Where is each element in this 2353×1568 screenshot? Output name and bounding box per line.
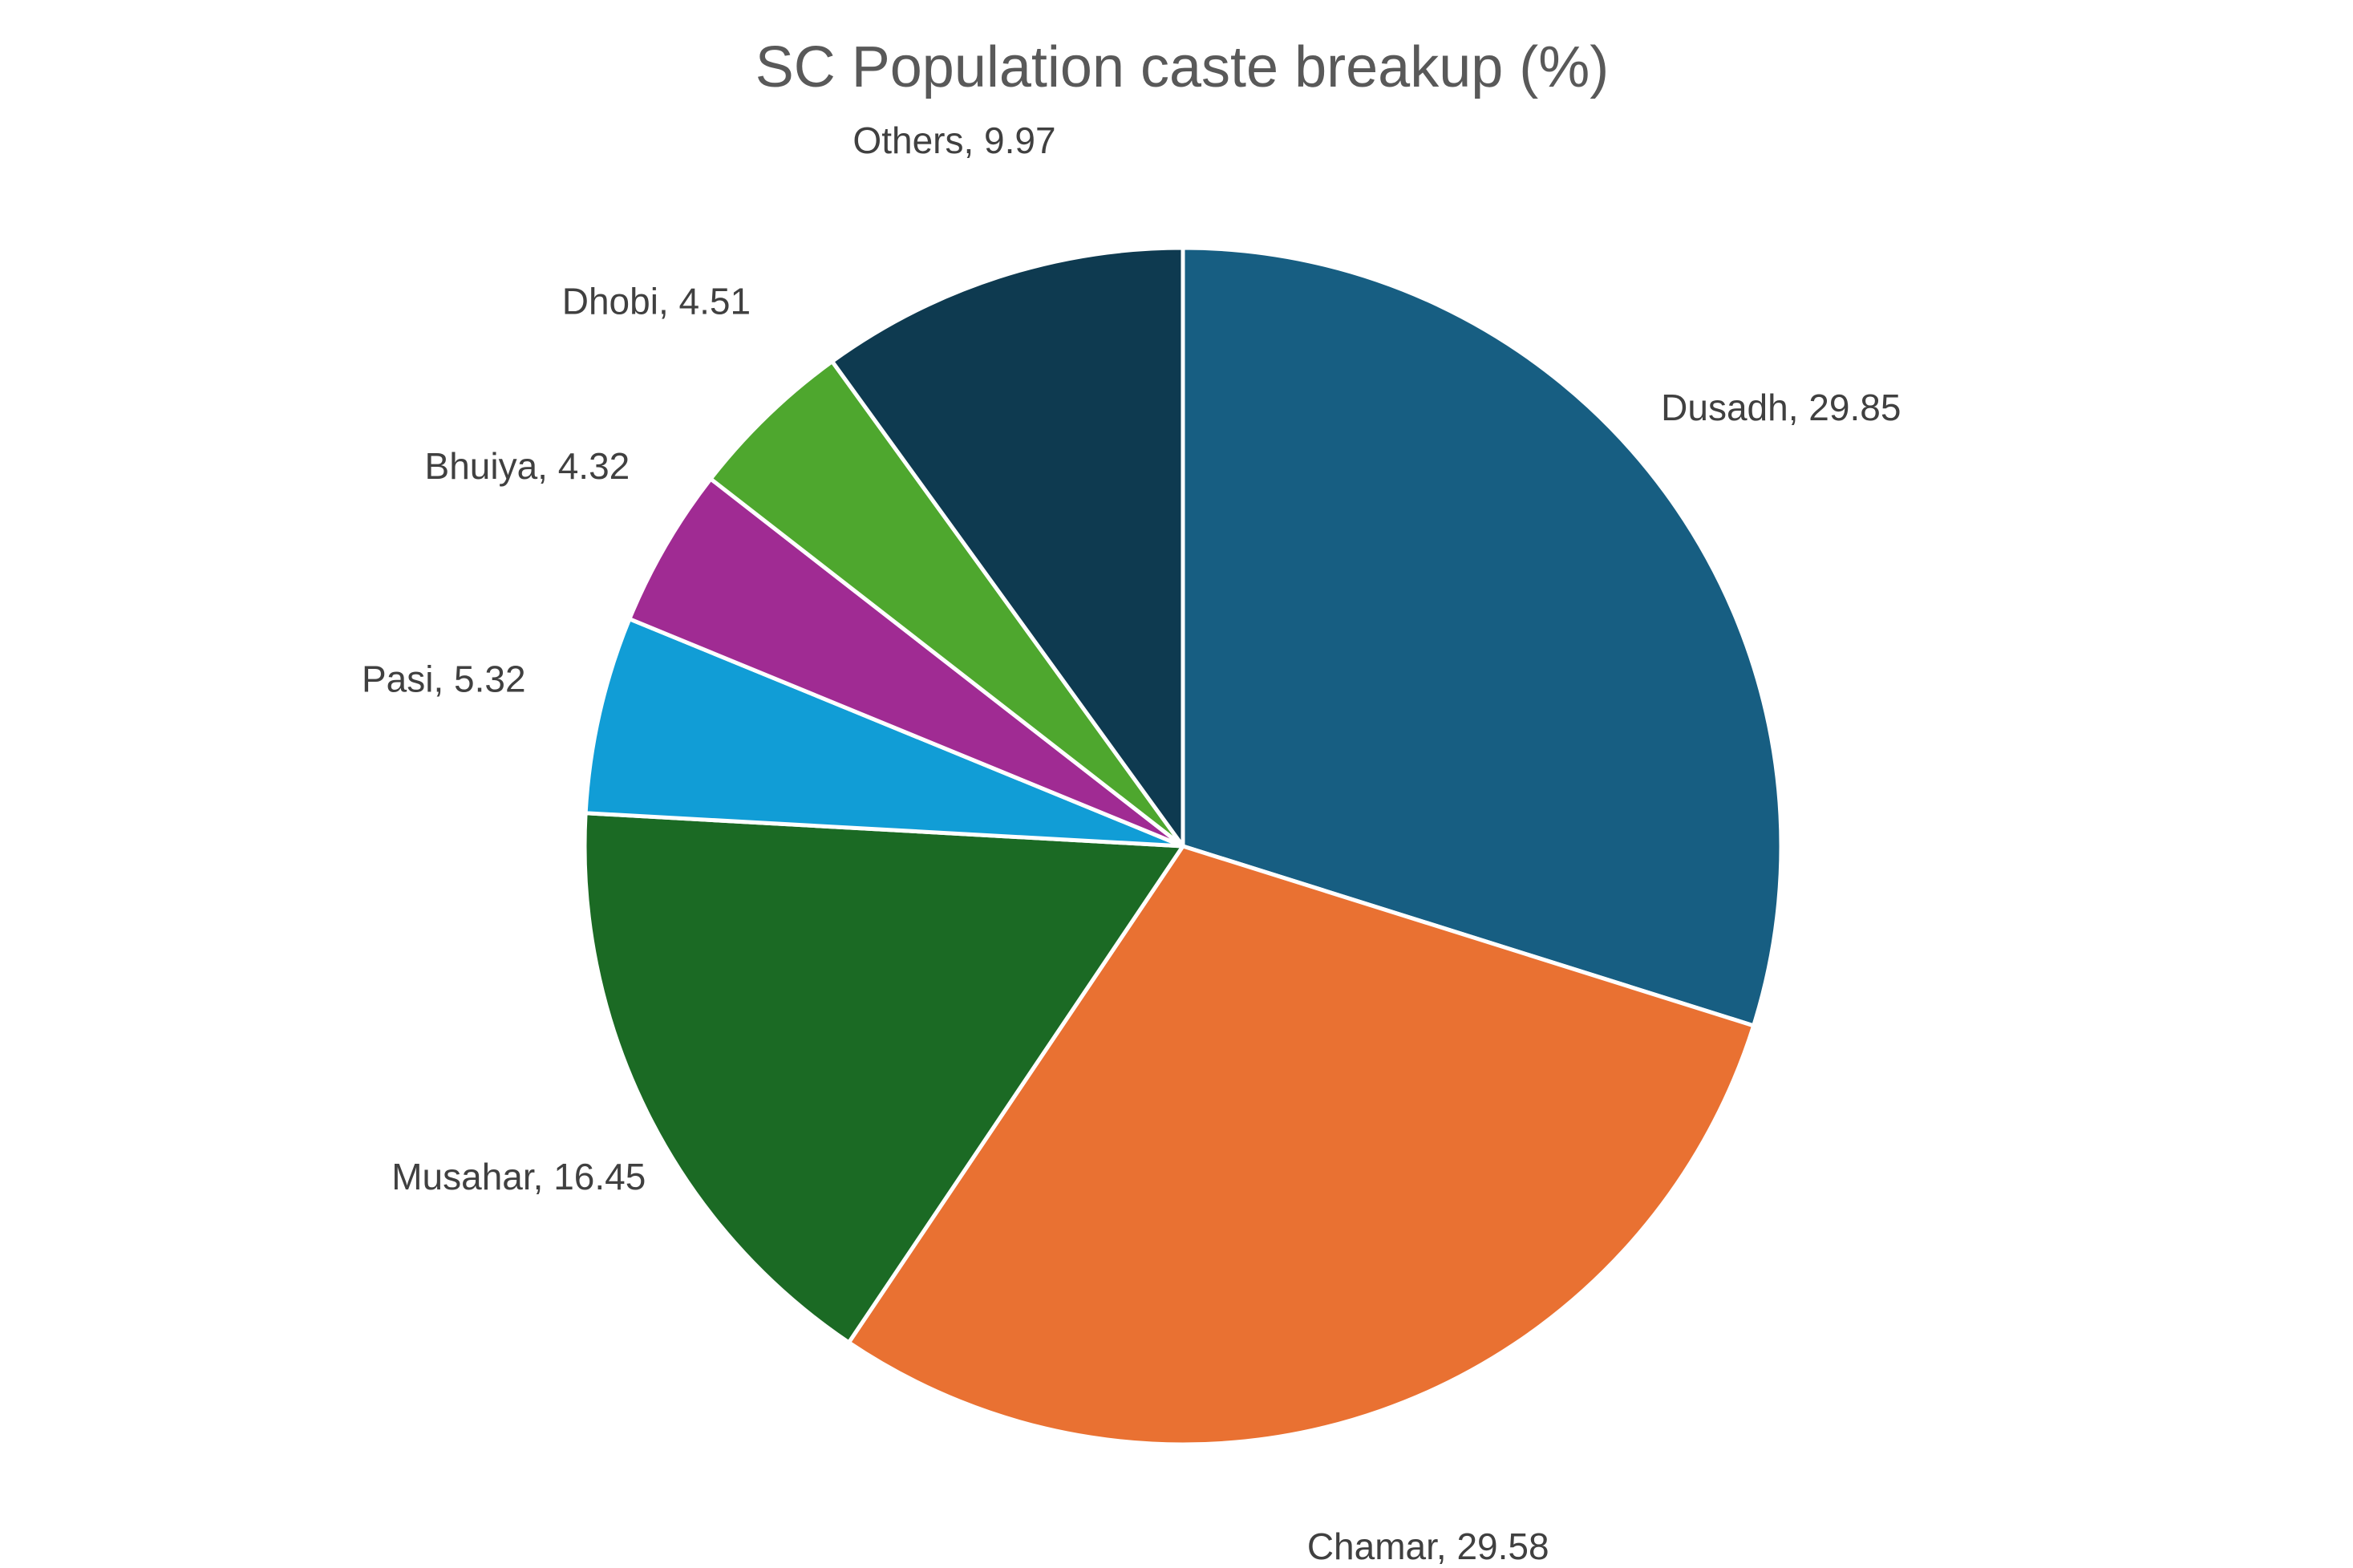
pie-slice-dusadh	[1181, 245, 1784, 1028]
pie-slice-others	[830, 245, 1185, 849]
data-label-musahar: Musahar, 16.45	[391, 1156, 646, 1197]
pie-slice-chamar	[846, 844, 1756, 1447]
data-label-others: Others, 9.97	[853, 120, 1055, 161]
data-label-dhobi: Dhobi, 4.51	[562, 280, 751, 322]
data-label-bhuiya: Bhuiya, 4.32	[425, 445, 630, 487]
pie-slice-bhuiya	[627, 476, 1185, 849]
pie-labels: Dusadh, 29.85 Chamar, 29.58 Musahar, 16.45…	[362, 120, 1901, 1567]
data-label-chamar: Chamar, 29.58	[1307, 1525, 1549, 1567]
pie-slices	[582, 245, 1784, 1447]
pie-slice-dhobi	[708, 359, 1185, 849]
pie-slice-pasi	[583, 617, 1185, 849]
data-label-dusadh: Dusadh, 29.85	[1661, 387, 1901, 428]
data-label-pasi: Pasi, 5.32	[362, 658, 526, 700]
pie-slice-musahar	[582, 811, 1185, 1345]
chart-title: SC Population caste breakup (%)	[755, 35, 1610, 99]
